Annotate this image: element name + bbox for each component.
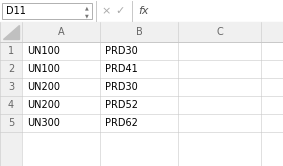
Text: B: B [136,27,142,37]
Text: 3: 3 [8,82,14,92]
Bar [0,22,22,166]
Text: A: A [58,27,64,37]
Text: UN300: UN300 [27,118,60,128]
Text: ✓: ✓ [115,6,125,16]
Text: 4: 4 [8,100,14,110]
Text: PRD30: PRD30 [105,46,138,56]
Text: fx: fx [138,6,149,16]
Text: 5: 5 [8,118,14,128]
Text: C: C [216,27,223,37]
Text: UN200: UN200 [27,100,60,110]
Text: 1: 1 [8,46,14,56]
Text: 2: 2 [8,64,14,74]
Text: PRD52: PRD52 [105,100,138,110]
Text: ▲: ▲ [85,5,89,10]
Text: ▼: ▼ [85,13,89,18]
Text: D11: D11 [6,6,26,16]
Bar [2,3,92,19]
Text: PRD30: PRD30 [105,82,138,92]
Text: PRD62: PRD62 [105,118,138,128]
Text: PRD41: PRD41 [105,64,138,74]
Text: UN100: UN100 [27,64,60,74]
Text: UN200: UN200 [27,82,60,92]
Polygon shape [3,25,19,39]
Text: UN100: UN100 [27,46,60,56]
Bar [0,22,283,42]
Text: ×: × [101,6,111,16]
